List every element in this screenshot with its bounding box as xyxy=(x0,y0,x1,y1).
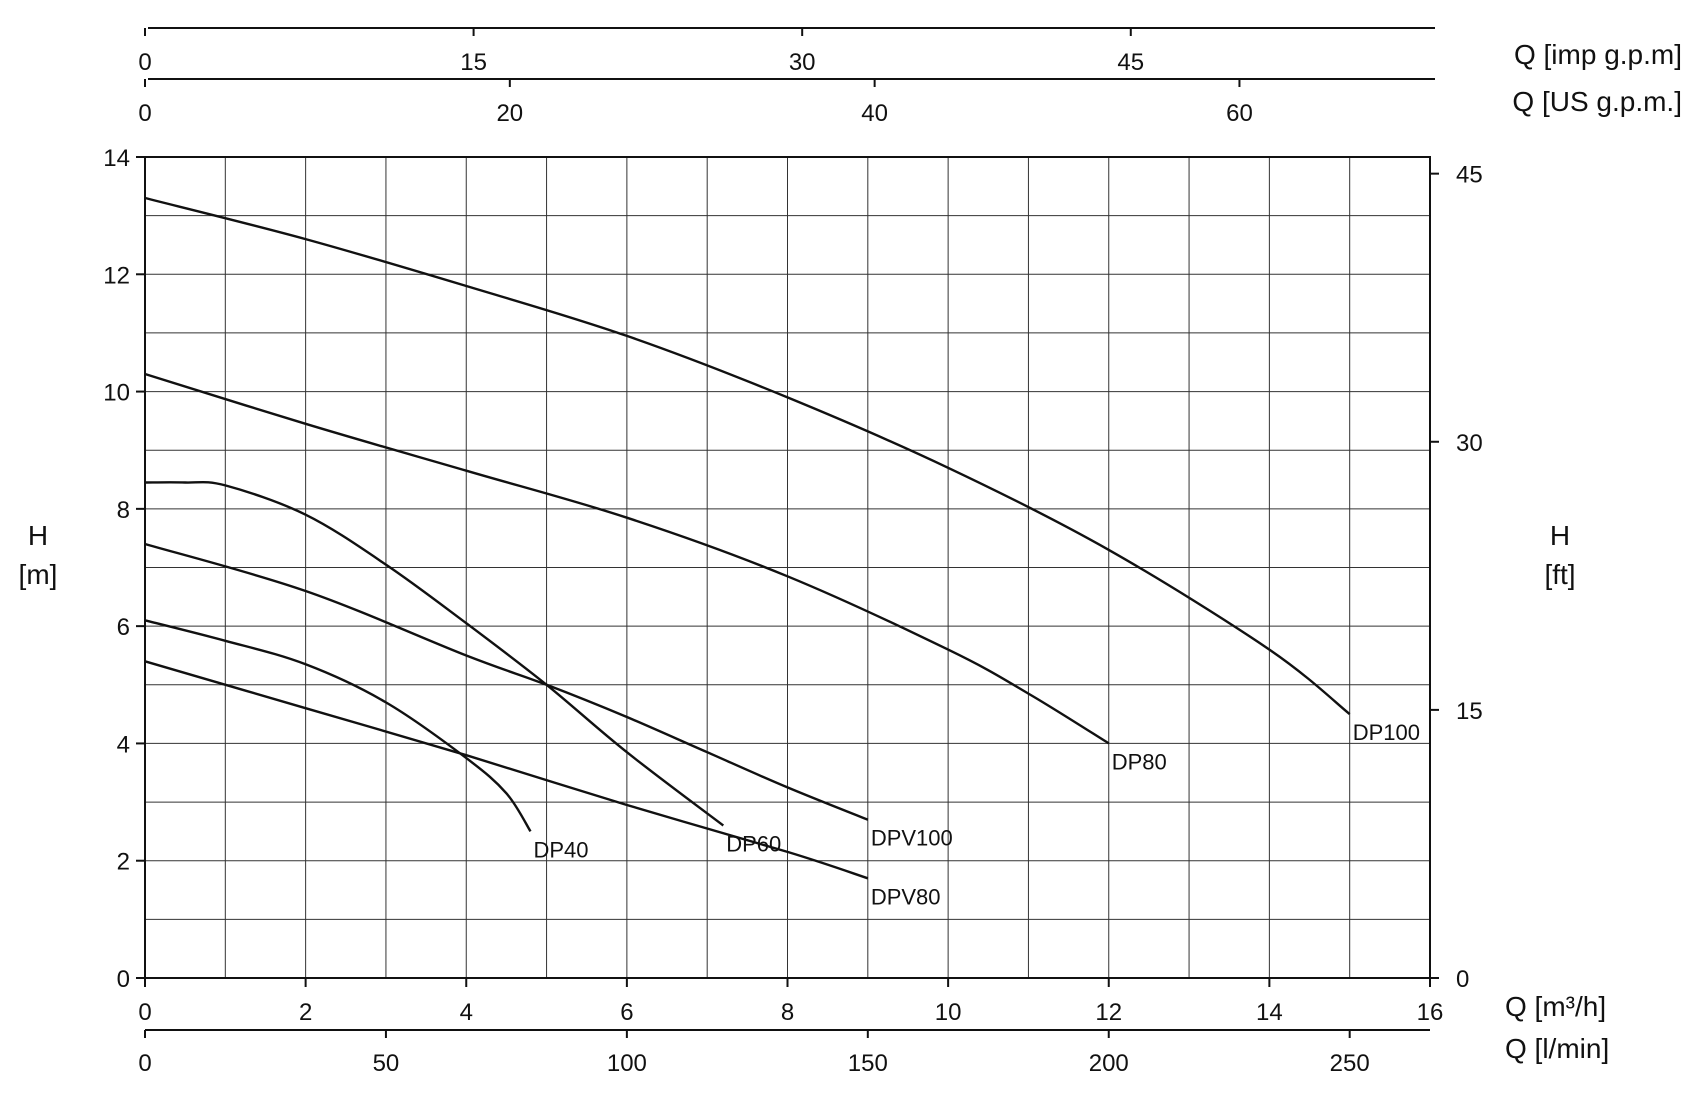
y-axis-title: H xyxy=(28,520,48,551)
x-tick-label: 0 xyxy=(138,999,151,1026)
x-tick-label: 14 xyxy=(1256,999,1283,1026)
y-tick-label: 14 xyxy=(103,145,130,172)
us-gpm-tick-label: 20 xyxy=(496,100,523,127)
us-gpm-tick-label: 40 xyxy=(861,100,888,127)
imp-gpm-tick-label: 0 xyxy=(138,49,151,76)
us-gpm-tick-label: 60 xyxy=(1226,100,1253,127)
curves xyxy=(144,196,1351,880)
lmin-axis-title: Q [l/min] xyxy=(1505,1033,1609,1064)
x-tick-label: 10 xyxy=(935,999,962,1026)
y-right-tick-label: 0 xyxy=(1456,966,1469,993)
us-gpm-tick-label: 0 xyxy=(138,100,151,127)
y-right-axis-unit: [ft] xyxy=(1544,559,1575,590)
imp-gpm-tick-label: 15 xyxy=(460,49,487,76)
y-right-axis-title: H xyxy=(1550,520,1570,551)
curve-label-dp60: DP60 xyxy=(726,832,781,857)
lmin-tick-label: 200 xyxy=(1089,1050,1129,1077)
curve-label-dpv100: DPV100 xyxy=(871,826,953,851)
x-tick-label: 6 xyxy=(620,999,633,1026)
imp-gpm-axis-title: Q [imp g.p.m] xyxy=(1514,39,1682,70)
axes: 0 2 4 6 8 10 12 14 H [m] 0 15 30 45 H [ft] 0 2 4 6 8 10 12 14 16… xyxy=(19,27,1682,1077)
curve-dpv100 xyxy=(144,542,869,821)
curve-label-dp100: DP100 xyxy=(1353,720,1420,745)
curve-dp60 xyxy=(144,480,725,827)
x-tick-label: 2 xyxy=(299,999,312,1026)
y-right-tick-label: 30 xyxy=(1456,430,1483,457)
curve-dpv80 xyxy=(144,660,869,880)
y-right-tick-label: 15 xyxy=(1456,698,1483,725)
y-tick-label: 4 xyxy=(117,731,130,758)
curve-label-dp40: DP40 xyxy=(534,837,589,862)
curve-dp80 xyxy=(144,372,1110,745)
y-tick-label: 6 xyxy=(117,614,130,641)
curve-dp40 xyxy=(144,619,532,833)
y-tick-label: 0 xyxy=(117,966,130,993)
lmin-tick-label: 250 xyxy=(1330,1050,1370,1077)
lmin-tick-label: 100 xyxy=(607,1050,647,1077)
y-axis-unit: [m] xyxy=(19,559,58,590)
us-gpm-axis-title: Q [US g.p.m.] xyxy=(1512,86,1682,117)
y-tick-label: 8 xyxy=(117,497,130,524)
curve-dp100 xyxy=(144,196,1351,716)
lmin-tick-label: 50 xyxy=(373,1050,400,1077)
x-axis-title: Q [m³/h] xyxy=(1505,991,1606,1022)
y-right-tick-label: 45 xyxy=(1456,162,1483,189)
lmin-tick-label: 0 xyxy=(138,1050,151,1077)
x-tick-label: 4 xyxy=(460,999,473,1026)
x-tick-label: 16 xyxy=(1417,999,1444,1026)
imp-gpm-tick-label: 30 xyxy=(789,49,816,76)
grid xyxy=(145,157,1430,978)
y-tick-label: 10 xyxy=(103,380,130,407)
y-tick-label: 2 xyxy=(117,849,130,876)
imp-gpm-tick-label: 45 xyxy=(1117,49,1144,76)
curve-label-dpv80: DPV80 xyxy=(871,884,941,909)
y-tick-label: 12 xyxy=(103,262,130,289)
lmin-tick-label: 150 xyxy=(848,1050,888,1077)
curve-label-dp80: DP80 xyxy=(1112,749,1167,774)
curve-labels: DP100 DP80 DP60 DPV100 DP40 DPV80 xyxy=(534,720,1420,909)
x-tick-label: 12 xyxy=(1095,999,1122,1026)
x-tick-label: 8 xyxy=(781,999,794,1026)
